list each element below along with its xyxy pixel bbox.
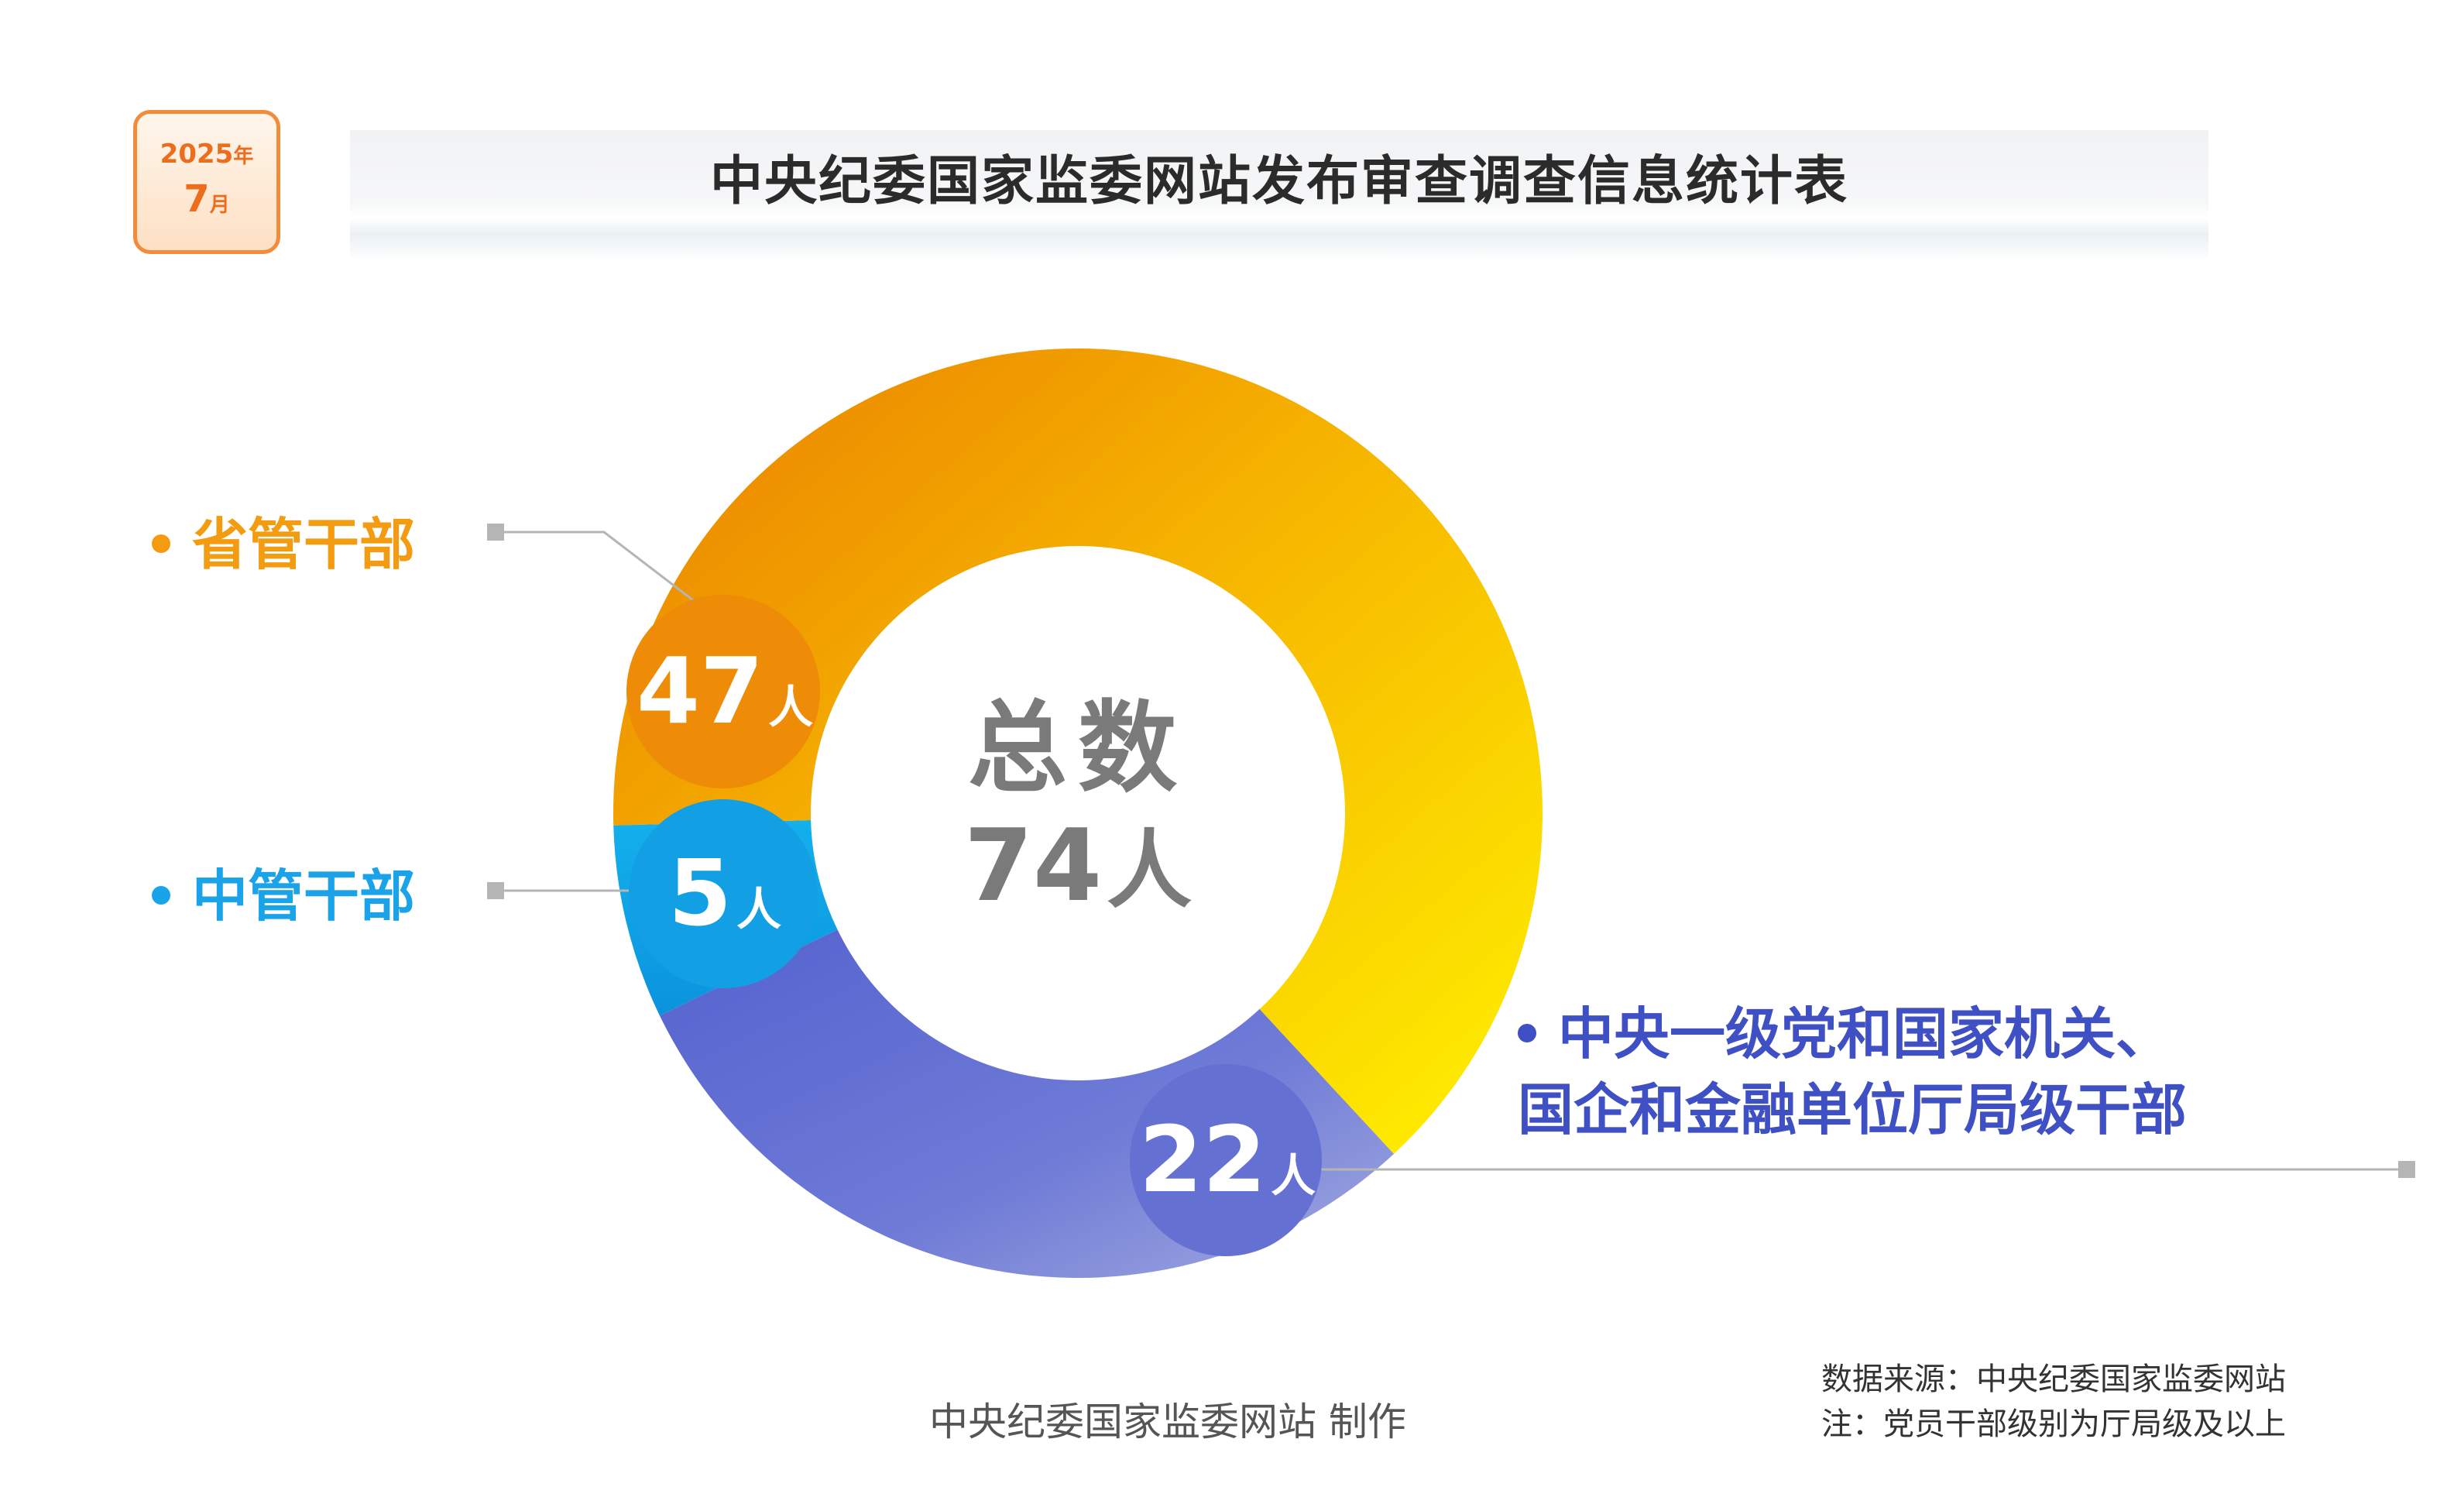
- legend-ministry-cadres: 中央一级党和国家机关、 国企和金融单位厅局级干部: [1518, 1001, 2188, 1142]
- footer-note: 数据来源：中央纪委国家监委网站 注：党员干部级别为厅局级及以上: [1821, 1357, 2286, 1447]
- leader-end-marker: [487, 524, 504, 541]
- leader-line: [496, 531, 733, 632]
- title-bar: [350, 130, 2208, 260]
- date-badge: 2025年 7月: [133, 110, 280, 254]
- leader-lines: [487, 524, 2415, 1178]
- value-bubble: [626, 595, 820, 788]
- legend-province-cadres: 省管干部: [152, 499, 415, 580]
- value-bubble: [629, 799, 818, 988]
- value-label-province-cadres: 47 人: [637, 637, 813, 744]
- value-label-ministry-cadres: 22 人: [1139, 1106, 1316, 1213]
- legend-dot: [152, 886, 170, 905]
- legend-dot: [1518, 1024, 1536, 1043]
- legend-central-cadres: 中管干部: [152, 850, 415, 932]
- footer-maker: 中央纪委国家监委网站 制作: [929, 1399, 1406, 1444]
- date-month: 7月: [184, 177, 230, 221]
- leader-end-marker: [487, 882, 504, 899]
- value-bubbles: 47 人 5 人 22 人: [626, 595, 1322, 1256]
- footnote: 注：党员干部级别为厅局级及以上: [1821, 1406, 2286, 1442]
- page-title: 中央纪委国家监委网站发布审查调查信息统计表: [709, 150, 1848, 212]
- legend-dot: [152, 534, 170, 554]
- value-bubble: [1130, 1064, 1322, 1256]
- total-label: 总数: [968, 691, 1188, 806]
- date-year: 2025年: [160, 138, 254, 170]
- total-value: 74人: [964, 809, 1192, 924]
- segment-province-cadres: [613, 348, 1543, 1154]
- leader-end-marker: [2398, 1161, 2415, 1178]
- data-source: 数据来源：中央纪委国家监委网站: [1821, 1362, 2286, 1397]
